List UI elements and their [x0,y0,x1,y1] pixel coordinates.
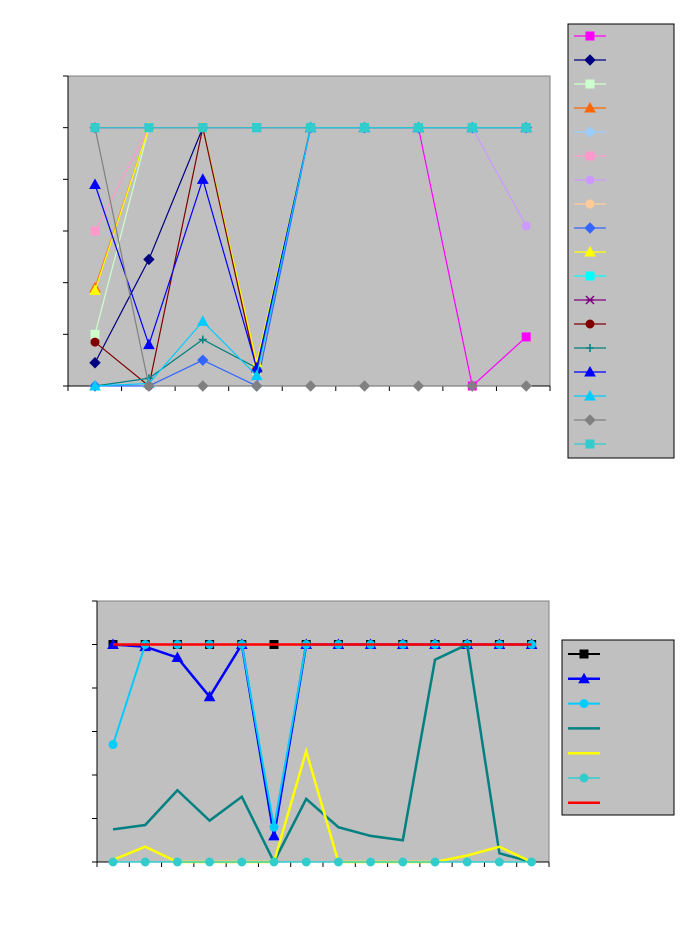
series-2-point [268,829,280,841]
series-16-point [89,379,101,391]
legend-marker-10 [584,245,596,257]
series-18-point [413,123,423,133]
legend-marker-7 [585,175,595,185]
legend-marker-1 [585,31,595,41]
legend-marker-2 [578,672,590,684]
series-18-point [198,123,208,133]
legend-marker-18 [585,439,595,449]
series-17-point [358,380,371,392]
legend-marker-6 [579,773,589,783]
series-6-point [333,857,343,867]
series-17-point [412,380,425,392]
series-16-point [196,315,209,326]
series-17-point [304,380,317,392]
legend-marker-3 [579,699,589,709]
series-2-point [171,651,184,663]
legend-marker-11 [585,271,595,281]
series-6-point [462,857,472,867]
series-18-point [144,123,154,133]
legend-marker-13 [585,319,595,329]
series-6-point [172,857,182,867]
legend-marker-12 [585,295,595,305]
series-18-point [360,123,369,133]
legend [567,23,675,459]
series-17-point [466,380,479,392]
series-17-point [250,380,263,392]
legend-marker-2 [584,54,596,66]
series-6-point [527,857,537,867]
series-17-point [197,380,209,392]
chart-top [63,23,675,459]
legend-marker-4 [584,101,596,113]
series-4-line [112,642,532,865]
series-18-point [252,123,262,133]
chart-bottom [92,600,675,867]
series-15-point [196,173,209,184]
series-6-point [494,857,504,867]
legend-marker-3 [585,79,595,89]
series-6-point [398,857,408,867]
series-17-point [143,380,155,392]
legend-marker-5 [584,126,596,138]
series-17-point [520,380,532,392]
legend-marker-16 [584,389,596,401]
series-15-point [89,178,101,189]
series-2-point [89,357,101,369]
series-3-point [108,740,118,750]
legend-marker-6 [585,151,595,161]
series-9-point [197,354,209,366]
plot-area [67,75,551,387]
series-16-point [250,369,263,381]
legend-marker-8 [585,199,595,209]
legend-marker-1 [579,649,589,659]
series-6-point [140,857,150,867]
series-6-point [269,857,279,867]
series-7-point [521,221,531,231]
series-18-point [467,123,477,133]
series-6-point [205,857,215,867]
legend-marker-9 [584,222,596,234]
series-18-point [521,123,531,133]
series-3-point [269,822,279,832]
series-10-point [89,284,101,295]
series-13-point [90,337,100,347]
series-18-point [90,123,100,133]
series-6-point [108,857,118,867]
series-15-point [143,338,155,350]
legend-marker-14 [586,344,594,352]
series-6-point [301,857,311,867]
series-3-point [90,329,100,339]
series-6-point [90,226,100,236]
series-6-point [366,857,376,867]
series-6-point [430,857,440,867]
legend-marker-17 [584,414,596,426]
series-6-point [237,857,247,867]
series-1-point [521,332,531,342]
series-2-point [203,690,216,702]
series-14-point [198,335,207,344]
series-2-point [143,253,155,266]
legend-marker-15 [584,365,596,377]
series-18-point [306,123,316,133]
